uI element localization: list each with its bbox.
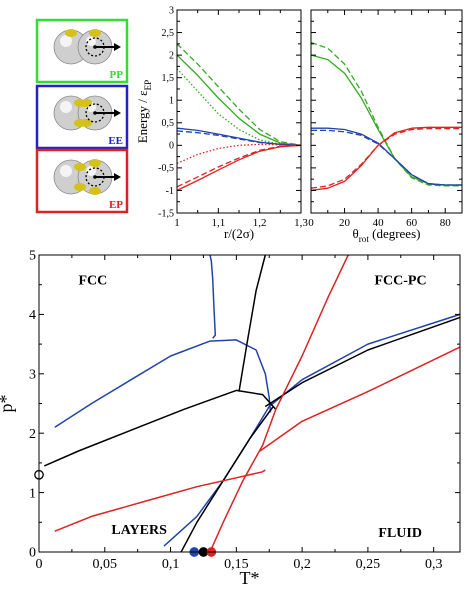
arrow-head-icon [114, 173, 121, 181]
x-tick-label: 0,1 [162, 557, 180, 572]
series-line-blue-2 [311, 127, 462, 186]
y-tick-label: -1 [166, 186, 174, 197]
x-axis-label: θrot (degrees) [353, 226, 421, 244]
arrow-head-icon [114, 109, 121, 117]
series-line-red-6 [177, 144, 301, 188]
x-tick-label: 1,3 [294, 217, 308, 229]
series-line-red-4 [311, 126, 462, 192]
legend-panel-ee: EE [35, 84, 129, 150]
region-label: LAYERS [111, 523, 167, 538]
x-axis-label: T* [240, 568, 260, 588]
y-tick-label: 5 [29, 249, 36, 264]
patch [89, 187, 101, 195]
x-tick-label: 0,2 [293, 557, 311, 572]
x-tick-label: 0,15 [224, 557, 249, 572]
x-axis-label-main: T* [240, 568, 260, 588]
y-tick-label: -0,5 [158, 163, 174, 174]
y-tick-label: 1 [29, 486, 36, 501]
y-axis-label-main: p* [0, 395, 16, 413]
patch [89, 159, 101, 167]
plot-frame [176, 9, 302, 214]
series-line-green-1 [177, 43, 301, 146]
legend-panels: PP EE EP [35, 18, 129, 214]
legend-panel-label: EP [109, 199, 123, 211]
x-tick-label: 20 [339, 217, 351, 229]
x-tick-label: 1,1 [211, 217, 225, 229]
y-tick-label: 4 [29, 308, 36, 323]
series-line-black-4 [238, 255, 267, 392]
y-tick-label: 2 [29, 427, 36, 442]
series-line-red-5 [311, 127, 462, 189]
patch [74, 183, 86, 191]
x-tick-label: 0,05 [93, 557, 118, 572]
x-tick-label: 0 [308, 217, 314, 229]
y-axis-label-main: Energy / ε [135, 90, 150, 143]
patch [80, 99, 92, 107]
x-axis-label-main: r/(2σ) [224, 226, 254, 241]
y-tick-label: 0,5 [162, 118, 175, 129]
region-label: FCC [78, 274, 107, 289]
x-tick-label: 0 [36, 557, 43, 572]
series-line-green-1 [311, 41, 462, 187]
x-tick-label: 0,3 [425, 557, 443, 572]
patch [80, 119, 92, 127]
x-axis-label: r/(2σ) [224, 226, 254, 241]
series-line-blue-2 [163, 313, 460, 547]
y-axis-label: Energy / εEP [135, 80, 153, 144]
legend-panel-pp: PP [35, 18, 129, 84]
y-tick-label: 2,5 [162, 28, 175, 39]
series-group [44, 255, 460, 552]
y-tick-label: 3 [29, 367, 36, 382]
y-tick-label: 2 [169, 50, 174, 61]
series-line-blue-1 [54, 339, 272, 428]
chart-phase-diagram: 0 1 2 3 4 5 0 0,05 0,1 0,15 0,2 0,25 0,3 T* p* FCC FCC-P… [0, 249, 461, 588]
y-tick-label: -1,5 [158, 208, 174, 219]
x-tick-label: 1 [174, 217, 180, 229]
series-line-blue-0 [209, 255, 217, 339]
x-tick-label: 1,2 [253, 217, 267, 229]
series-group [311, 41, 462, 192]
y-tick-label: 1 [169, 96, 174, 107]
legend-panel-label: EE [108, 135, 123, 147]
region-label: FLUID [378, 526, 422, 541]
x-axis-label-sub: rot [359, 234, 370, 244]
sphere-highlight [60, 101, 72, 113]
chart-energy-vs-angle: 0 20 40 60 80 θrot (degrees) [308, 9, 463, 244]
series-line-red-9 [259, 346, 460, 452]
series-line-red-7 [54, 469, 266, 532]
y-tick-label: 1,5 [162, 73, 175, 84]
arrow-head-icon [114, 43, 121, 51]
y-axis-label: p* [0, 395, 16, 413]
x-tick-label: 0,25 [356, 557, 381, 572]
x-axis-label-suffix: (degrees) [369, 226, 421, 241]
series-line-green-0 [311, 54, 462, 186]
series-line-red-7 [177, 143, 301, 164]
y-tick-label: 0 [29, 546, 36, 561]
series-group [177, 43, 301, 191]
series-line-red-8 [209, 255, 349, 552]
sphere-highlight [60, 35, 72, 47]
y-axis-label-sub: EP [143, 80, 153, 91]
y-tick-label: 0 [169, 141, 174, 152]
plot-frame [310, 9, 463, 214]
x-axis-label-main: θ [353, 226, 359, 241]
x-tick-label: 60 [406, 217, 418, 229]
region-label: FCC-PC [374, 274, 426, 289]
patch [89, 29, 101, 37]
chart-energy-vs-distance: -1,5 -1 -0,5 0 0,5 1 1,5 2 2,5 3 1 1,1 1,2 1,3 r/(2σ) E… [135, 5, 308, 241]
legend-panel-ep: EP [35, 148, 129, 214]
y-tick-label: 3 [169, 5, 174, 16]
patch [74, 163, 86, 171]
series-line-red-5 [177, 144, 301, 191]
sphere-highlight [60, 165, 72, 177]
series-line-black-3 [44, 389, 277, 467]
legend-panel-label: PP [110, 69, 124, 81]
plot-frame [38, 254, 461, 553]
series-line-green-0 [177, 54, 301, 146]
series-line-green-2 [177, 68, 301, 146]
patch [65, 29, 77, 37]
x-tick-label: 80 [440, 217, 452, 229]
x-tick-label: 40 [373, 217, 385, 229]
